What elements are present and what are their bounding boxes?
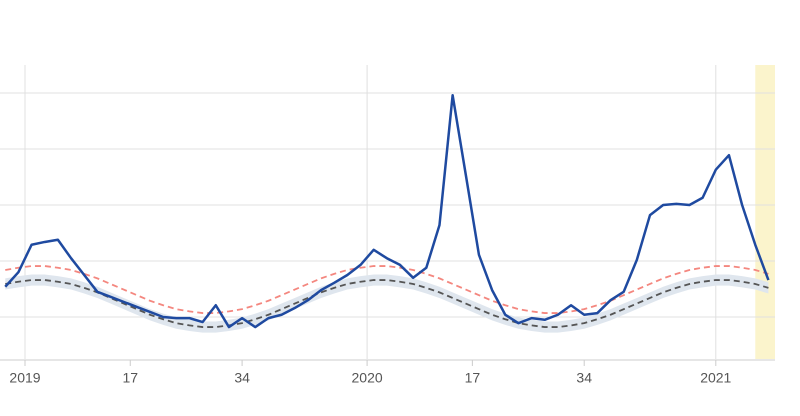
x-tick-label: 2019: [9, 370, 40, 386]
x-tick-label: 17: [122, 370, 138, 386]
shaded-region: [755, 65, 775, 359]
x-tick-label: 34: [576, 370, 592, 386]
x-tick-label: 34: [234, 370, 250, 386]
dashed-line: [5, 279, 769, 328]
x-tick-label: 2021: [700, 370, 731, 386]
band-area: [5, 274, 769, 333]
x-tick-label: 17: [465, 370, 481, 386]
x-tick-label: 2020: [352, 370, 383, 386]
dashed-line: [5, 265, 769, 314]
observed-line: [4, 93, 770, 329]
